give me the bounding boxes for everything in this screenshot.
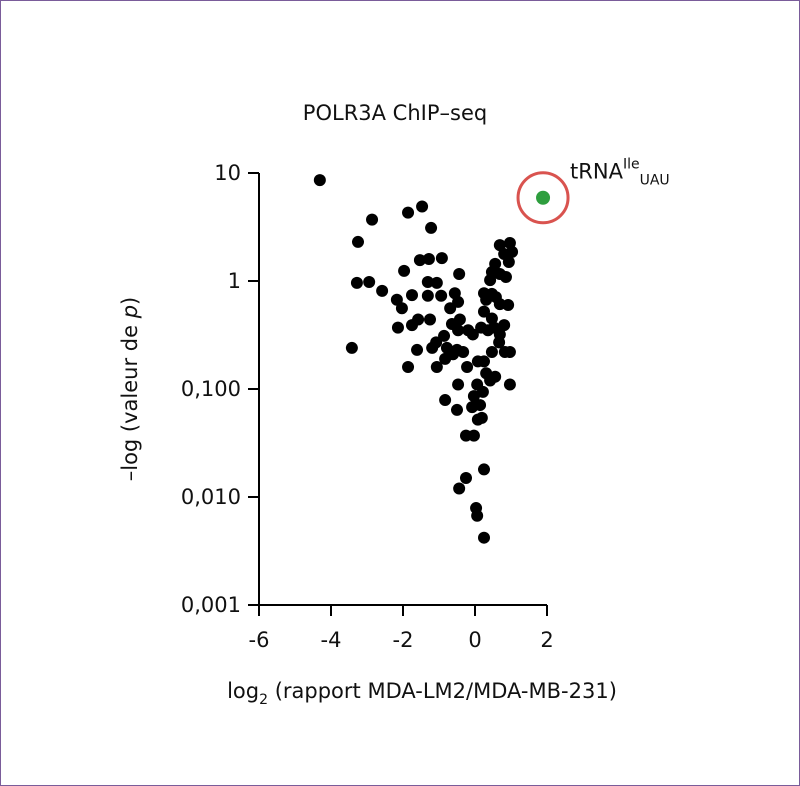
point bbox=[502, 298, 515, 311]
chart-title: POLR3A ChIP–seq bbox=[303, 101, 487, 125]
point bbox=[476, 385, 489, 398]
point bbox=[485, 346, 498, 359]
y-label-part: ) bbox=[118, 297, 142, 305]
x-axis-label: log2 (rapport MDA-LM2/MDA-MB-231) bbox=[227, 679, 617, 708]
point bbox=[493, 336, 506, 349]
annotation-sup: Ile bbox=[623, 157, 640, 173]
point bbox=[452, 378, 465, 391]
point bbox=[398, 264, 411, 277]
y-tick-label: 1 bbox=[228, 269, 241, 293]
point bbox=[416, 200, 429, 213]
point bbox=[345, 341, 358, 354]
point bbox=[467, 390, 480, 403]
x-label-sub: 2 bbox=[259, 692, 268, 708]
point bbox=[471, 509, 484, 522]
point bbox=[402, 360, 415, 373]
point bbox=[478, 531, 490, 544]
point bbox=[498, 319, 511, 332]
point bbox=[413, 254, 426, 267]
point bbox=[460, 471, 472, 484]
point bbox=[484, 274, 497, 287]
point bbox=[478, 355, 490, 368]
x-label-part: log bbox=[227, 679, 259, 703]
point bbox=[406, 289, 418, 302]
point bbox=[439, 394, 452, 407]
point bbox=[352, 235, 364, 248]
point bbox=[421, 275, 434, 288]
highlight-ring bbox=[516, 171, 570, 225]
point bbox=[478, 305, 490, 318]
point bbox=[503, 378, 516, 391]
point bbox=[453, 313, 466, 326]
y-tick-label: 0,010 bbox=[181, 485, 241, 509]
point bbox=[424, 313, 436, 326]
annotation-main: tRNA bbox=[570, 160, 624, 184]
point bbox=[435, 289, 448, 302]
point bbox=[467, 429, 480, 442]
point bbox=[485, 312, 498, 325]
x-label-part: (rapport MDA-LM2/MDA-MB-231) bbox=[268, 679, 617, 703]
point bbox=[395, 302, 408, 315]
point bbox=[430, 276, 443, 289]
point bbox=[457, 346, 470, 359]
point bbox=[411, 343, 424, 356]
x-tick-label: 2 bbox=[540, 628, 553, 652]
point bbox=[471, 413, 484, 426]
point bbox=[438, 329, 451, 342]
point bbox=[402, 206, 415, 219]
point bbox=[461, 360, 474, 373]
annotation: tRNAIleUAU bbox=[570, 157, 670, 189]
x-tick-label: -6 bbox=[249, 628, 270, 652]
point bbox=[313, 174, 326, 187]
point bbox=[503, 346, 516, 359]
point bbox=[444, 302, 457, 315]
point bbox=[366, 213, 379, 226]
annotation-sub: UAU bbox=[640, 173, 670, 189]
point bbox=[421, 289, 434, 302]
point bbox=[406, 319, 418, 332]
point bbox=[453, 482, 466, 495]
point bbox=[452, 324, 465, 337]
point bbox=[435, 252, 448, 265]
x-tick-label: 0 bbox=[468, 628, 481, 652]
point bbox=[451, 403, 463, 416]
point bbox=[502, 255, 515, 268]
point bbox=[422, 252, 435, 265]
point bbox=[376, 284, 389, 297]
point bbox=[489, 370, 502, 383]
y-axis-label: –log (valeur de p) bbox=[118, 297, 142, 482]
y-tick-label: 10 bbox=[214, 161, 241, 185]
point bbox=[350, 276, 363, 289]
point bbox=[453, 268, 466, 281]
point bbox=[426, 341, 439, 354]
point bbox=[493, 239, 506, 252]
x-tick-label: -4 bbox=[321, 628, 342, 652]
point bbox=[363, 275, 376, 288]
point bbox=[439, 352, 452, 365]
point bbox=[478, 463, 490, 476]
x-tick-label: -2 bbox=[393, 628, 414, 652]
y-tick-label: 0,001 bbox=[181, 593, 241, 617]
point bbox=[391, 321, 404, 334]
point bbox=[425, 221, 438, 234]
y-label-italic: p bbox=[118, 305, 142, 319]
point bbox=[474, 399, 487, 412]
highlight-point bbox=[536, 190, 551, 205]
point bbox=[466, 328, 479, 341]
y-tick-label: 0,100 bbox=[181, 377, 241, 401]
point bbox=[499, 270, 512, 283]
point bbox=[430, 360, 443, 373]
y-label-part: –log (valeur de bbox=[118, 318, 142, 481]
